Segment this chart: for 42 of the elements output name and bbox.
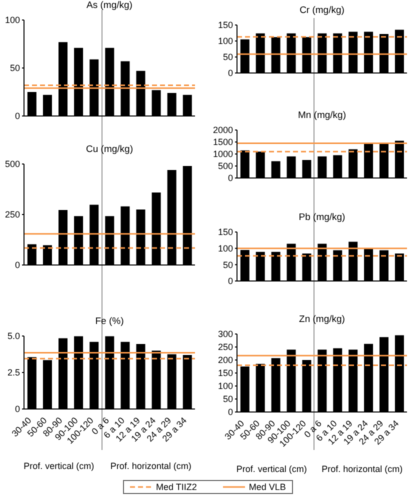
y-tick-label: 100: [218, 381, 233, 392]
text: Prof. vertical (cm): [22, 461, 96, 471]
y-tick-label: 0: [228, 276, 233, 286]
y-tick-label: 250: [4, 210, 20, 220]
y-tick-label: 0: [14, 404, 20, 414]
y-tick-label: 150: [218, 20, 233, 30]
y-tick-label: 250: [218, 342, 233, 352]
chart-title: Pb (mg/kg): [298, 212, 346, 225]
y-tick-label: 300: [218, 329, 233, 340]
y-tick-label: 50: [222, 52, 233, 62]
y-tick-label: 2.5: [7, 368, 20, 378]
text: Prof. horizontal (cm): [109, 461, 192, 471]
y-tick-label: 500: [4, 159, 20, 170]
y-tick-label: 2000: [212, 125, 233, 136]
chart-title: Cr (mg/kg): [298, 5, 346, 18]
chart-title: Mn (mg/kg): [296, 110, 348, 123]
legend-label: Med TIIZ2: [156, 482, 197, 492]
text: Prof. vertical (cm): [235, 464, 308, 474]
y-tick-label: 0: [228, 68, 233, 78]
chart-title: As (mg/kg): [86, 0, 134, 13]
text: Prof. horizontal (cm): [320, 464, 404, 474]
chart-title: Cu (mg/kg): [85, 144, 134, 157]
y-tick-label: 50: [222, 260, 233, 270]
y-tick-label: 0: [14, 111, 20, 122]
chart-title: Zn (mg/kg): [298, 314, 346, 327]
y-tick-label: 0: [228, 407, 233, 418]
y-tick-label: 200: [218, 355, 233, 366]
y-tick-label: 1000: [212, 149, 233, 160]
y-tick-label: 500: [218, 161, 233, 172]
y-tick-label: 150: [218, 227, 233, 238]
y-tick-label: 0: [228, 173, 233, 184]
y-tick-label: 1500: [212, 137, 233, 148]
y-tick-label: 100: [4, 15, 20, 26]
y-tick-label: 100: [218, 244, 233, 254]
y-tick-label: 100: [218, 36, 233, 46]
y-tick-label: 50: [222, 394, 233, 404]
y-tick-label: 5.0: [7, 331, 20, 342]
y-tick-label: 0: [14, 260, 20, 270]
y-tick-label: 50: [10, 63, 20, 74]
y-tick-label: 150: [218, 368, 233, 378]
chart-title: Fe (%): [94, 316, 125, 329]
legend-label: Med VLB: [248, 482, 286, 492]
